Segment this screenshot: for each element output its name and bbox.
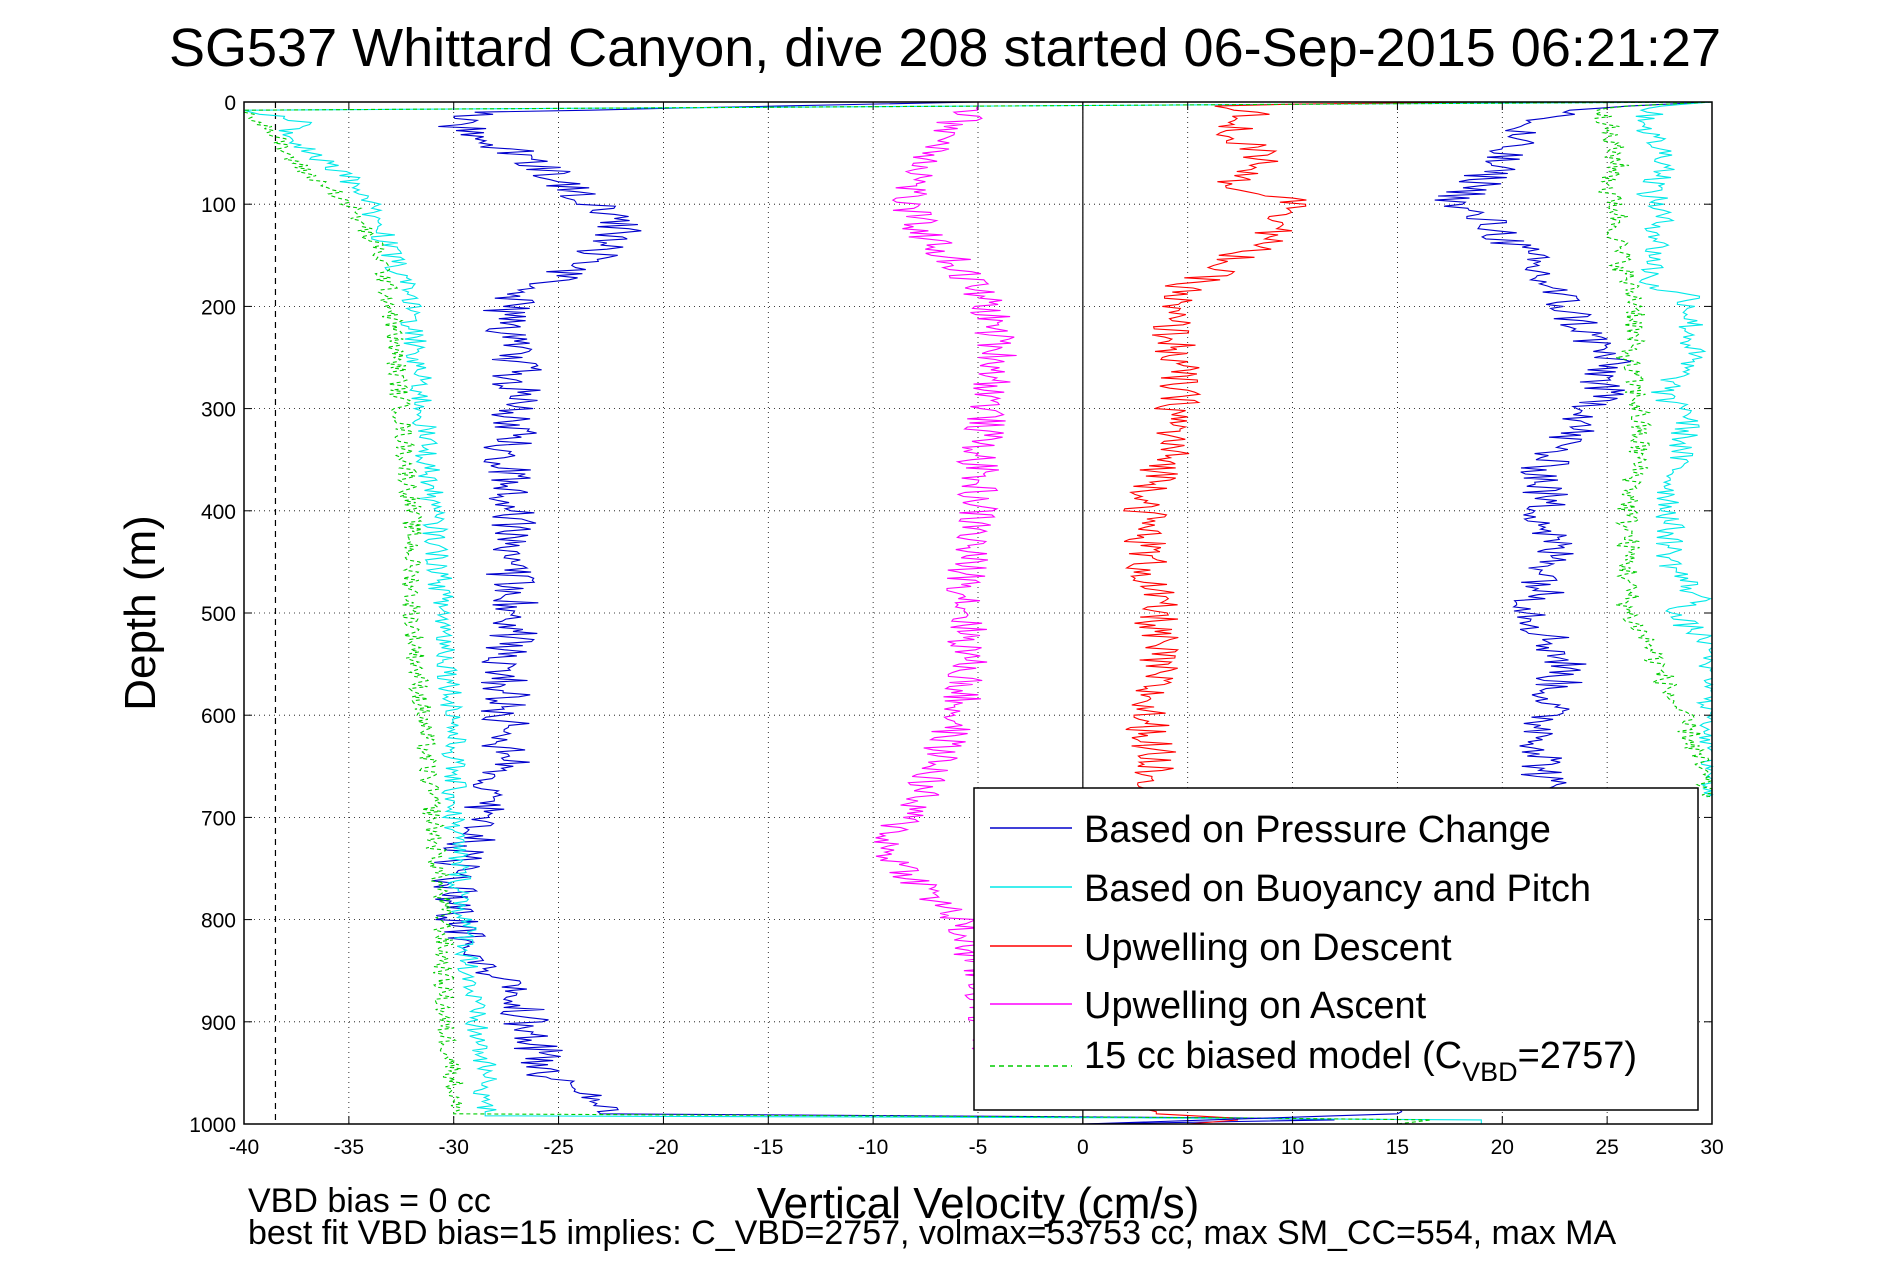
y-tick-label: 400 [201,501,236,524]
x-tick-label: 5 [1182,1136,1194,1159]
series-line-1 [243,101,1713,1124]
legend-label-buoyancy: Based on Buoyancy and Pitch [1084,868,1591,910]
x-axis-label: Vertical Velocity (cm/s) [757,1179,1200,1228]
y-axis-label: Depth (m) [116,515,165,711]
x-tick-label: -15 [753,1136,783,1159]
series-line-3 [874,102,1017,1054]
x-tick-label: -30 [439,1136,469,1159]
x-tick-label: 10 [1281,1136,1304,1159]
y-tick-label: 800 [201,910,236,933]
legend: Based on Pressure Change Based on Buoyan… [973,787,1699,1111]
x-tick-label: 15 [1386,1136,1409,1159]
y-tick-label: 100 [201,194,236,217]
x-tick-label: -20 [648,1136,678,1159]
legend-model-prefix: 15 cc biased model (C [1084,1035,1462,1077]
y-tick-label: 200 [201,296,236,319]
series-line-6 [1635,101,1715,798]
legend-model-subscript: VBD [1462,1057,1518,1087]
x-tick-label: -5 [969,1136,988,1159]
series-line-4 [243,101,1713,1125]
y-tick-label: 900 [201,1012,236,1035]
footer-line-1: VBD bias = 0 cc [248,1182,491,1220]
y-tick-label: 300 [201,399,236,422]
footer-line-2: best fit VBD bias=15 implies: C_VBD=2757… [248,1214,1617,1252]
series-line-0 [432,101,1335,1125]
legend-label-descent: Upwelling on Descent [1084,927,1452,969]
legend-label-model: 15 cc biased model (CVBD=2757) [1084,1035,1637,1087]
legend-label-ascent: Upwelling on Ascent [1084,985,1427,1027]
y-tick-label: 700 [201,807,236,830]
legend-label-pressure: Based on Pressure Change [1084,809,1551,851]
y-tick-label: 500 [201,603,236,626]
series-line-7 [1594,101,1714,798]
x-tick-label: -25 [543,1136,573,1159]
x-tick-label: -40 [229,1136,259,1159]
x-tick-label: 20 [1491,1136,1514,1159]
x-tick-label: 0 [1077,1136,1089,1159]
axis-ticks: -40 -35 -30 -25 -20 -15 -10 -5 0 5 10 15 20 25 3001002… [189,92,1723,1159]
x-tick-label: 30 [1700,1136,1723,1159]
x-tick-label: -35 [334,1136,364,1159]
x-tick-label: 25 [1595,1136,1618,1159]
y-tick-label: 0 [224,92,236,115]
y-tick-label: 1000 [189,1114,236,1137]
y-tick-label: 600 [201,705,236,728]
legend-model-suffix: =2757) [1518,1035,1637,1077]
x-tick-label: -10 [858,1136,888,1159]
legend-box [973,787,1699,1111]
chart-title: SG537 Whittard Canyon, dive 208 started … [169,18,1721,78]
